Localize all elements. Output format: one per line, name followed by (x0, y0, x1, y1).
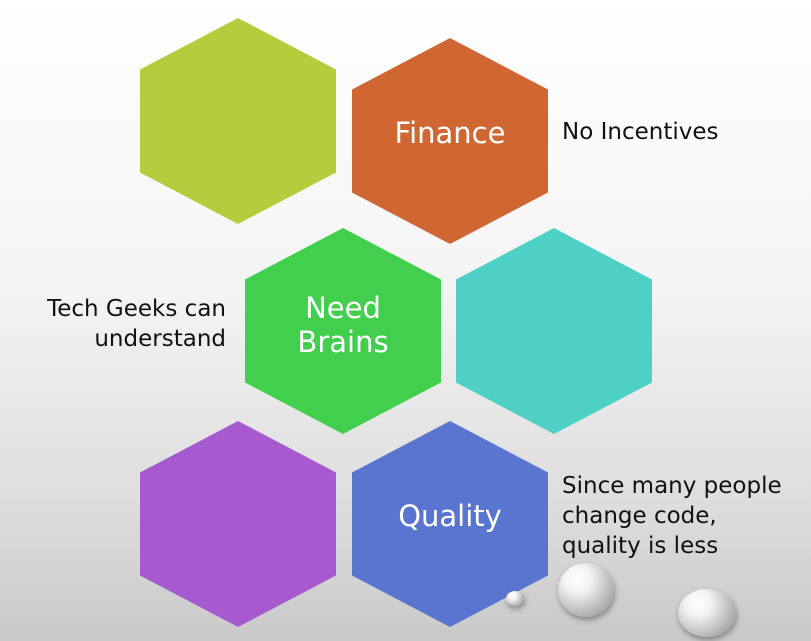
annotation-tech-geeks: Tech Geeks can understand (47, 296, 226, 352)
water-drop-small (506, 591, 524, 606)
water-drop-medium (678, 589, 736, 637)
hexagon-teal (456, 228, 652, 434)
water-drop-large (558, 563, 614, 617)
hexagon-yellow-green (140, 18, 336, 224)
hexagon-need-brains (245, 228, 441, 434)
hexagon-label-need-brains: Need Brains (297, 291, 389, 359)
annotation-no-incentives: No Incentives (562, 119, 719, 145)
hexagon-purple (140, 421, 336, 627)
hexagon-label-quality: Quality (398, 499, 502, 533)
annotation-quality-is-less: Since many people change code, quality i… (562, 473, 782, 559)
hexagon-label-finance: Finance (394, 116, 506, 150)
